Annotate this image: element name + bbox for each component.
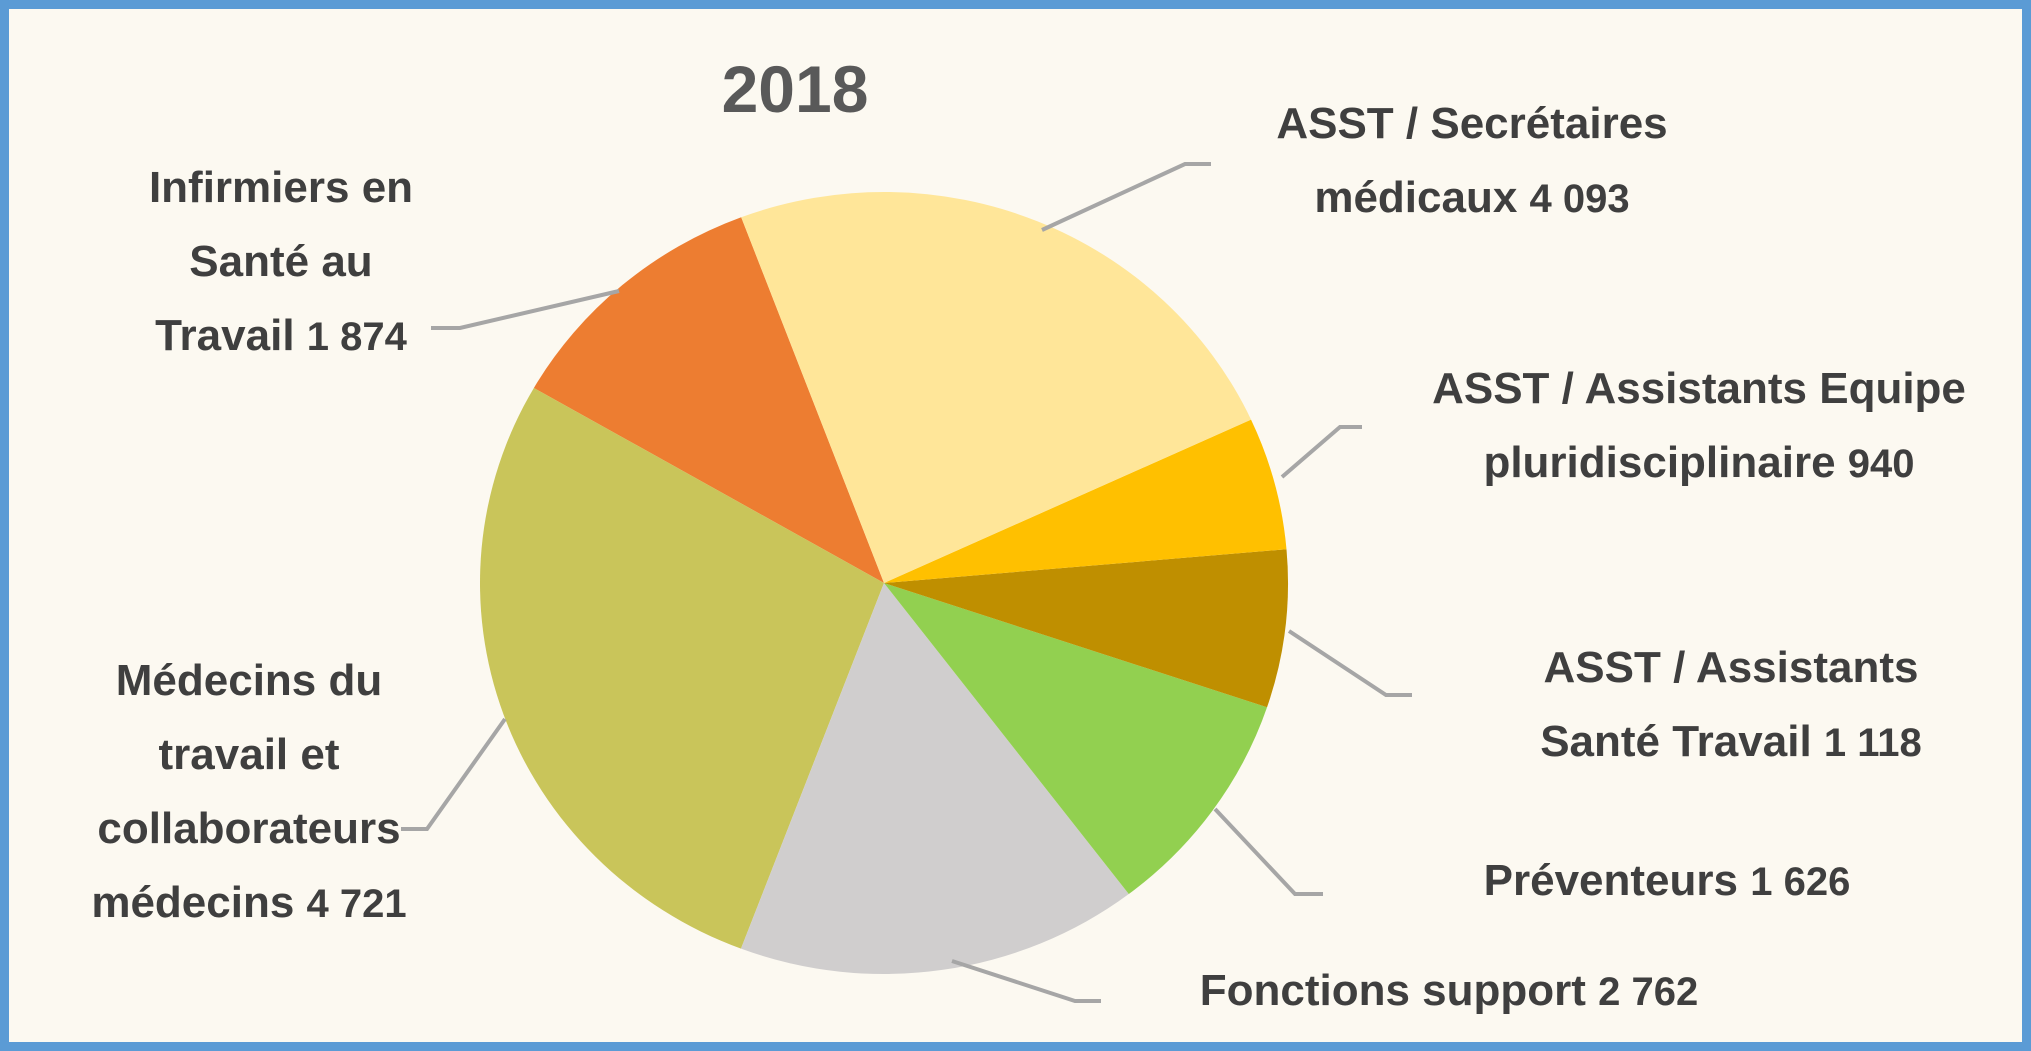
value-label: 1 874 xyxy=(306,315,407,359)
leader-line xyxy=(431,289,620,330)
category-label: Fonctions support xyxy=(1199,966,1586,1015)
data-label: Médecins du travail et collaborateurs mé… xyxy=(64,644,434,941)
value-label: 940 xyxy=(1847,442,1915,486)
category-label: Médecins du travail et collaborateurs mé… xyxy=(91,656,401,927)
pie-slice xyxy=(884,583,1268,895)
value-label: 2 762 xyxy=(1598,970,1699,1014)
data-label: Fonctions support 2 762 xyxy=(1099,954,1799,1029)
pie-slice xyxy=(480,387,884,949)
leader-line xyxy=(1280,425,1362,479)
pie-slice xyxy=(884,549,1289,708)
category-label: Préventeurs xyxy=(1483,856,1738,905)
leader-line xyxy=(1287,629,1412,697)
category-label: ASST / Assistants Equipe pluridisciplina… xyxy=(1432,364,1966,487)
value-label: 1 118 xyxy=(1823,721,1922,765)
category-label: ASST / Secrétaires médicaux xyxy=(1276,99,1668,222)
data-label: ASST / Assistants Santé Travail 1 118 xyxy=(1481,631,1981,780)
data-label: ASST / Assistants Equipe pluridisciplina… xyxy=(1389,352,2009,501)
category-label: Infirmiers en Santé au Travail xyxy=(148,163,414,360)
data-label: Préventeurs 1 626 xyxy=(1367,844,1967,919)
value-label: 1 626 xyxy=(1750,860,1851,904)
chart-title: 2018 xyxy=(721,52,869,126)
pie-slice xyxy=(533,217,884,583)
leader-line xyxy=(951,959,1101,1003)
category-label: ASST / Assistants Santé Travail xyxy=(1540,643,1919,766)
pie-slice xyxy=(740,583,1129,974)
value-label: 4 093 xyxy=(1529,177,1630,221)
data-label: ASST / Secrétaires médicaux 4 093 xyxy=(1222,87,1722,236)
data-label: Infirmiers en Santé au Travail 1 874 xyxy=(121,151,441,374)
pie-slice xyxy=(741,192,1252,583)
pie-slice xyxy=(884,419,1287,583)
leader-line xyxy=(1213,807,1323,896)
leader-line xyxy=(1041,162,1211,232)
value-label: 4 721 xyxy=(306,882,407,926)
leader-lines xyxy=(401,162,1412,1003)
leader-line xyxy=(401,717,507,831)
